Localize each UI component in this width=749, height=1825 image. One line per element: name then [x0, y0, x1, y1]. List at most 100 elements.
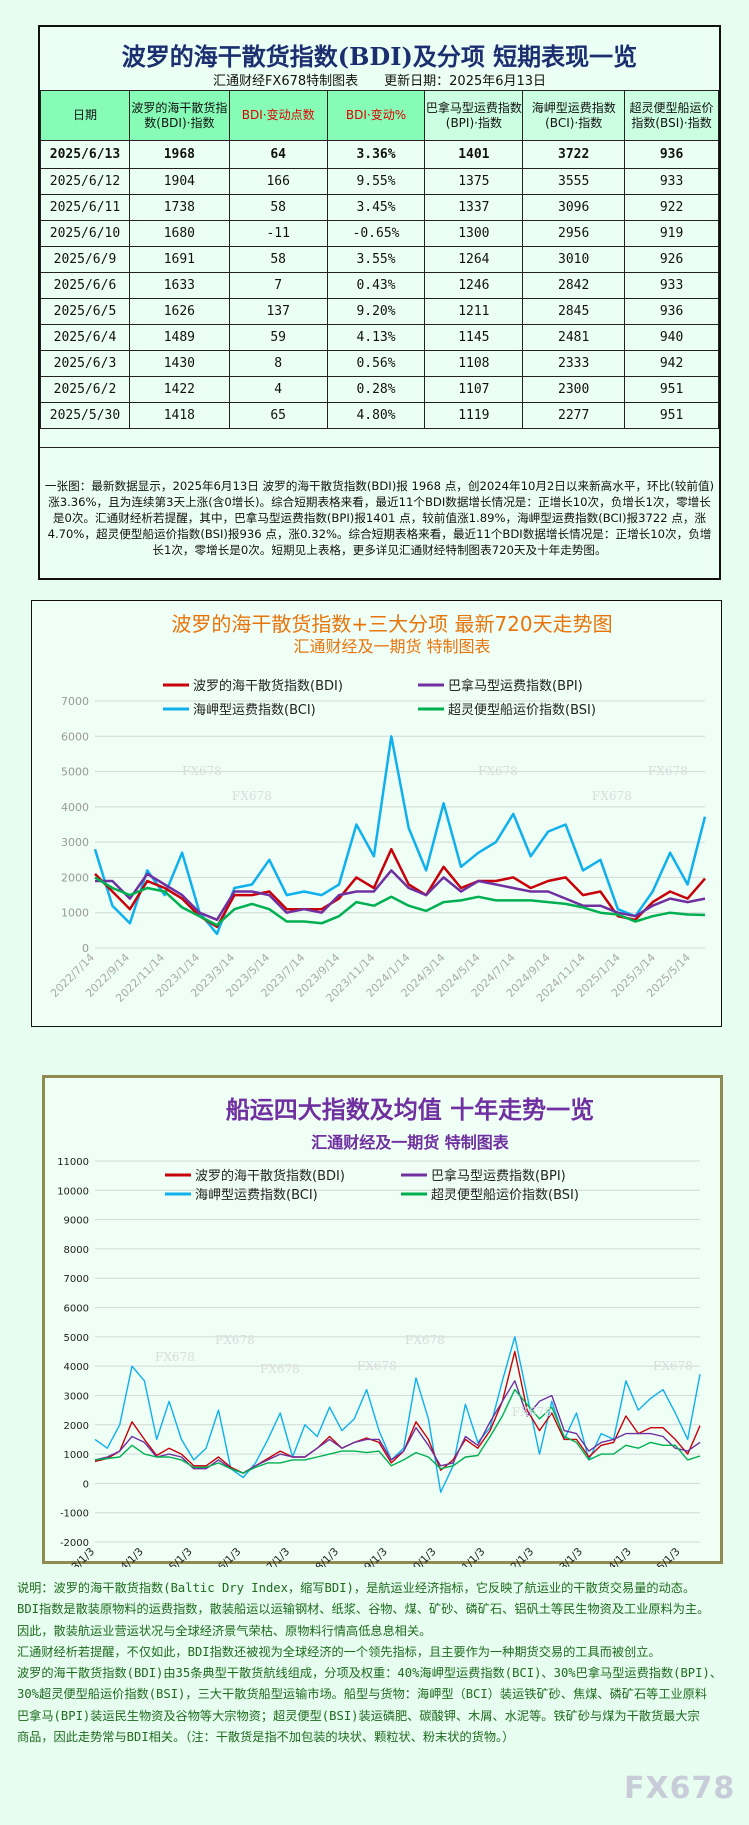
x-tick-label: 2018/1/3: [299, 1546, 341, 1567]
table-cell: 4.80%: [326, 402, 426, 429]
table-cell: 951: [624, 402, 719, 429]
y-tick-label: 11000: [57, 1157, 89, 1168]
series-line-3: [94, 876, 706, 927]
header-bdi: 波罗的海干散货指数(BDI)·指数: [128, 90, 230, 141]
legend-label: 巴拿马型运费指数(BPI): [448, 678, 583, 694]
table-row: 2025/6/11 1738 58 3.45% 1337 3096 922: [40, 194, 719, 221]
y-tick-label: 5000: [64, 1333, 89, 1344]
note-line: 巴拿马(BPI)装运民生物资及谷物等大宗物资；超灵便型(BSI)装运磷肥、碳酸钾…: [17, 1708, 700, 1723]
watermark: FX678: [512, 1405, 552, 1419]
table-cell: 4.13%: [326, 324, 426, 351]
table-cell: 1375: [424, 168, 524, 195]
series-line-2: [94, 1380, 701, 1474]
table-cell: 1145: [424, 324, 524, 351]
table-cell: 3096: [522, 194, 626, 221]
series-line-1: [94, 847, 706, 929]
y-tick-label: -1000: [60, 1509, 89, 1520]
bdi-summary-table-panel: 波罗的海干散货指数(BDI)及分项 短期表现一览 汇通财经FX678特制图表 更…: [38, 25, 721, 580]
table-cell: 58: [228, 194, 328, 221]
table-cell: 166: [228, 168, 328, 195]
table-cell: 1119: [424, 402, 524, 429]
table-cell: 1246: [424, 272, 524, 299]
table-cell: 3.45%: [326, 194, 426, 221]
chart-ten-year: 船运四大指数及均值 十年走势一览 汇通财经及一期货 特制图表 -2000 -1000 0…: [42, 1075, 723, 1567]
table-cell: 3555: [522, 168, 626, 195]
y-tick-label: 2000: [61, 871, 89, 884]
table-row: 2025/6/13 1968 64 3.36% 1401 3722 936: [40, 140, 719, 169]
table-cell: 3010: [522, 246, 626, 273]
table-row: 2025/6/12 1904 166 9.55% 1375 3555 933: [40, 168, 719, 195]
table-cell: 933: [624, 272, 719, 299]
table-cell: 2025/6/2: [40, 376, 130, 403]
chart-subtitle: 汇通财经及一期货 特制图表: [311, 1133, 510, 1152]
table-cell: 942: [624, 350, 719, 377]
watermark: FX678: [592, 789, 632, 803]
table-cell: 1489: [128, 324, 230, 351]
table-row: 2025/6/9 1691 58 3.55% 1264 3010 926: [40, 246, 719, 273]
table-cell: 2025/6/4: [40, 324, 130, 351]
legend-label: 波罗的海干散货指数(BDI): [195, 1168, 345, 1184]
table-cell: 8: [228, 350, 328, 377]
table-cell: 2845: [522, 298, 626, 325]
y-tick-label: 7000: [64, 1274, 89, 1285]
fx678-watermark: FX678: [624, 1771, 736, 1806]
table-cell: 1968: [128, 140, 230, 169]
table-cell: 919: [624, 220, 719, 247]
table-cell: 2025/6/9: [40, 246, 130, 273]
table-cell: 1430: [128, 350, 230, 377]
watermark: FX678: [648, 764, 688, 778]
table-cell: 1738: [128, 194, 230, 221]
table-cell: 2277: [522, 402, 626, 429]
y-tick-label: 6000: [61, 730, 89, 743]
note-line: 波罗的海干散货指数(BDI)由35条典型干散货航线组成，分项及权重：40%海岬型…: [17, 1666, 723, 1681]
table-cell: 4: [228, 376, 328, 403]
header-bdi-change-pct: BDI·变动%: [326, 90, 426, 141]
y-tick-label: 3000: [61, 836, 89, 849]
y-tick-label: 6000: [64, 1304, 89, 1315]
table-row: 2025/6/3 1430 8 0.56% 1108 2333 942: [40, 350, 719, 377]
legend-label: 海岬型运费指数(BCI): [195, 1188, 318, 1203]
summary-text: 一张图：最新数据显示，2025年6月13日 波罗的海干散货指数(BDI)报 19…: [40, 447, 719, 578]
table-cell: 1108: [424, 350, 524, 377]
note-line: 汇通财经析若提醒，不仅如此，BDI指数还被视为全球经济的一个领先指标，且主要作为…: [17, 1644, 661, 1659]
chart-subtitle: 汇通财经及一期货 特制图表: [293, 637, 490, 656]
table-cell: 2025/6/12: [40, 168, 130, 195]
legend-label: 超灵便型船运价指数(BSI): [431, 1188, 579, 1203]
table-cell: 9.55%: [326, 168, 426, 195]
table-cell: 2025/6/6: [40, 272, 130, 299]
watermark: FX678: [215, 1333, 255, 1347]
table-cell: 1418: [128, 402, 230, 429]
table-row: 2025/6/10 1680 -11 -0.65% 1300 2956 919: [40, 220, 719, 247]
chart-720-day: 波罗的海干散货指数+三大分项 最新720天走势图 汇通财经及一期货 特制图表 0 10…: [31, 600, 722, 1027]
table-cell: 1264: [424, 246, 524, 273]
chart-title: 波罗的海干散货指数+三大分项 最新720天走势图: [171, 612, 612, 636]
table-cell: 1107: [424, 376, 524, 403]
table-cell: 2025/6/13: [40, 140, 130, 169]
watermark: FX678: [357, 1359, 397, 1373]
table-header-row: 日期 波罗的海干散货指数(BDI)·指数 BDI·变动点数 BDI·变动% 巴拿…: [40, 90, 719, 141]
table-cell: 2956: [522, 220, 626, 247]
table-subtitle: 汇通财经FX678特制图表 更新日期：2025年6月13日: [212, 74, 547, 89]
table-cell: 1904: [128, 168, 230, 195]
table-cell: 1691: [128, 246, 230, 273]
table-cell: 7: [228, 272, 328, 299]
table-cell: 2025/6/10: [40, 220, 130, 247]
header-bci: 海岬型运费指数(BCI)·指数: [522, 90, 626, 141]
y-tick-label: 0: [83, 1479, 89, 1490]
y-tick-label: 4000: [64, 1362, 89, 1373]
table-row: 2025/6/6 1633 7 0.43% 1246 2842 933: [40, 272, 719, 299]
series-line-1: [94, 1350, 701, 1474]
x-tick-label: 2024/1/3: [592, 1546, 634, 1567]
table-title: 波罗的海干散货指数(BDI)及分项 短期表现一览: [121, 42, 638, 71]
x-tick-label: 2020/1/3: [397, 1546, 439, 1567]
watermark: FX678: [260, 1362, 300, 1376]
table-cell: 936: [624, 298, 719, 325]
series-line-0: [93, 735, 707, 936]
y-tick-label: 1000: [61, 907, 89, 920]
y-tick-label: 9000: [64, 1216, 89, 1227]
note-line: BDI指数是散装原物料的运费指数，散装船运以运输钢材、纸浆、谷物、煤、矿砂、磷矿…: [17, 1602, 710, 1617]
table-cell: 137: [228, 298, 328, 325]
table-cell: 1633: [128, 272, 230, 299]
legend-label: 海岬型运费指数(BCI): [193, 703, 316, 718]
y-tick-label: 3000: [64, 1391, 89, 1402]
